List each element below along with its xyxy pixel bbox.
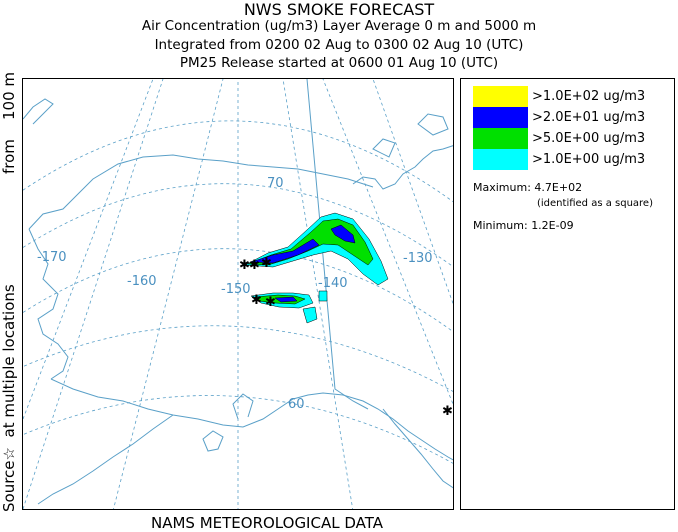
legend-swatch-4 — [473, 149, 528, 170]
lon-label-170: -170 — [37, 250, 67, 265]
lon-label-140: -140 — [318, 276, 348, 291]
source-star-icon: ☆ — [0, 447, 18, 461]
plume-south-cyan-blob-2 — [318, 290, 328, 302]
panhandle-coast — [382, 408, 453, 489]
lat-circle-60 — [23, 325, 453, 392]
lat-circle-75 — [23, 120, 453, 203]
plume-south-blue — [274, 296, 298, 303]
meridian-m180 — [23, 79, 154, 420]
longitude-grid — [23, 79, 453, 509]
legend-swatch-1 — [473, 86, 528, 107]
source-locations-text: at multiple locations — [0, 284, 18, 438]
lat-circle-55 — [23, 395, 453, 464]
source-star-icon-2: ✱ — [249, 258, 260, 273]
lon-label-150: -150 — [221, 282, 251, 297]
legend-row-2: >2.0E+01 ug/m3 — [473, 107, 645, 128]
maximum-row: Maximum: 4.7E+02 — [473, 181, 582, 194]
kodiak-island — [202, 430, 224, 452]
minimum-label: Minimum: — [473, 219, 528, 232]
canadian-islands-1 — [417, 113, 449, 136]
canadian-arctic-coast — [352, 145, 453, 190]
west-coast — [28, 228, 69, 380]
smoke-plume-south — [250, 290, 328, 324]
release-info: PM25 Release started at 0600 01 Aug 10 (… — [179, 55, 499, 71]
source-markers: ✱ ✱ ✱ ✱ ✱ ✱ — [239, 256, 453, 419]
legend-row-1: >1.0E+02 ug/m3 — [473, 86, 645, 107]
data-source-footer: NAMS METEOROLOGICAL DATA — [151, 514, 383, 532]
source-star-icon-3: ✱ — [261, 256, 272, 271]
meridian-m120 — [372, 79, 453, 305]
legend-swatch-3 — [473, 128, 528, 149]
alaska-map: ✱ ✱ ✱ ✱ ✱ ✱ -170 -160 -150 -140 -130 70 … — [23, 79, 453, 509]
grid-labels: -170 -160 -150 -140 -130 70 60 — [37, 176, 433, 412]
source-star-icon-4: ✱ — [251, 293, 262, 308]
legend-label-3: >5.0E+00 ug/m3 — [532, 131, 646, 146]
lat-label-60: 60 — [288, 397, 305, 412]
canadian-islands-2 — [372, 138, 396, 158]
arctic-coast — [28, 154, 374, 230]
smoke-plume-north — [244, 212, 389, 286]
integration-period: Integrated from 0200 02 Aug to 0300 02 A… — [154, 37, 524, 53]
lon-label-130: -130 — [403, 251, 433, 266]
chukotka-coast — [23, 98, 54, 125]
coastlines — [23, 98, 453, 505]
legend-swatch-2 — [473, 107, 528, 128]
maximum-note: (identified as a square) — [537, 198, 653, 209]
source-star-icon-1: ✱ — [239, 258, 250, 273]
latitude-grid — [23, 120, 453, 464]
lat-label-70: 70 — [267, 176, 284, 191]
maximum-value: 4.7E+02 — [534, 181, 583, 194]
source-height-group: from 100 m — [0, 72, 20, 174]
source-height-text: 100 m — [0, 72, 18, 121]
source-label-group: Source☆ at multiple locations — [0, 284, 20, 512]
plume-north-blue-core — [330, 224, 356, 244]
legend-row-3: >5.0E+00 ug/m3 — [473, 128, 645, 149]
source-star-icon-5: ✱ — [265, 295, 276, 310]
legend-panel: >1.0E+02 ug/m3 >2.0E+01 ug/m3 >5.0E+00 u… — [460, 78, 675, 510]
source-from-text: from — [0, 139, 18, 175]
plume-south-cyan-blob-1 — [302, 306, 318, 324]
forecast-title: NWS SMOKE FORECAST — [243, 0, 435, 19]
source-star-icon-6: ✱ — [442, 404, 453, 419]
maximum-label: Maximum: — [473, 181, 531, 194]
meridian-m160 — [113, 79, 224, 509]
legend-label-4: >1.0E+00 ug/m3 — [532, 152, 646, 167]
concentration-subtitle: Air Concentration (ug/m3) Layer Average … — [141, 18, 537, 34]
legend-row-4: >1.0E+00 ug/m3 — [473, 149, 645, 170]
map-panel: ✱ ✱ ✱ ✱ ✱ ✱ -170 -160 -150 -140 -130 70 … — [22, 78, 454, 510]
lon-label-160: -160 — [127, 274, 157, 289]
source-side-label: Source☆ at multiple locations from 100 m — [0, 72, 20, 512]
south-coast — [50, 378, 453, 461]
meridian-m140 — [282, 79, 354, 509]
plume-north-blue — [250, 238, 320, 264]
source-word: Source — [0, 460, 18, 512]
legend-label-1: >1.0E+02 ug/m3 — [532, 89, 646, 104]
meridian-m170 — [23, 79, 164, 509]
alaska-peninsula — [37, 414, 174, 505]
minimum-value: 1.2E-09 — [531, 219, 574, 232]
meridian-m130 — [322, 79, 453, 406]
minimum-row: Minimum: 1.2E-09 — [473, 219, 574, 232]
legend-label-2: >2.0E+01 ug/m3 — [532, 110, 646, 125]
cook-inlet — [232, 393, 254, 420]
